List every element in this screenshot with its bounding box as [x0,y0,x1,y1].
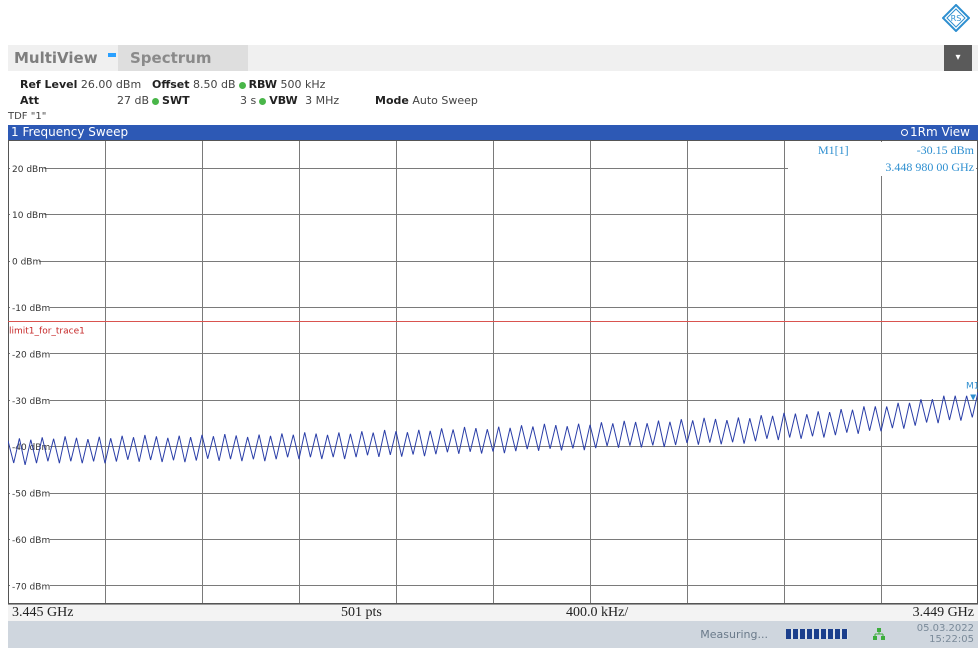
y-tick-label: -70 dBm [12,582,50,592]
stop-frequency: 3.449 GHz [912,605,974,620]
status-bar: Measuring... 05.03.2022 15:22:05 [8,621,978,648]
trace-1 [8,392,978,466]
y-tick-label: 20 dBm [12,165,47,175]
tdf-label: TDF "1" [8,111,47,122]
tab-multiview[interactable]: MultiView [14,49,98,67]
mode-setting[interactable]: Mode Auto Sweep [375,94,478,107]
ref-level-setting[interactable]: Ref Level 26.00 dBm [20,78,142,91]
marker-readout-bg [788,142,976,176]
swt-setting[interactable]: 3 s VBW 3 MHz [240,94,340,107]
y-tick-label-bg [10,393,50,406]
y-tick-label: -20 dBm [12,350,50,360]
y-tick-label: 10 dBm [12,211,47,221]
settings-panel: Ref Level 26.00 dBm Offset 8.50 dB RBW 50… [0,75,978,125]
y-tick-label-bg [10,301,50,314]
y-tick-label: -50 dBm [12,490,50,500]
marker-triangle-icon [970,394,977,401]
y-tick-label: -60 dBm [12,536,50,546]
y-tick-label: 0 dBm [12,258,41,268]
offset-setting[interactable]: Offset 8.50 dB RBW 500 kHz [152,78,326,91]
multiview-indicator-icon [108,53,116,57]
marker-frequency: 3.448 980 00 GHz [885,160,974,174]
time-label: 15:22:05 [929,634,974,645]
y-tick-label-bg [10,254,39,267]
sweep-progress-fill [786,629,848,639]
diagram-header[interactable]: 1 Frequency Sweep 1Rm View [8,125,978,140]
tab-bar: MultiView Spectrum ▾ [8,45,978,71]
status-dot-icon [238,81,246,89]
status-dot-icon [259,97,267,105]
att-setting[interactable]: Att [20,94,40,107]
marker-name: M1[1] [818,143,849,157]
view-dot-icon [901,129,909,136]
y-tick-label-bg [10,161,45,174]
marker-label: M1 [966,382,978,392]
limit-line-label: limit1_for_trace1 [9,327,85,337]
view-label: 1Rm View [901,125,970,140]
sweep-progress-bar [786,629,848,639]
tab-menu-button[interactable]: ▾ [944,45,972,71]
spectrum-svg: 20 dBm 10 dBm 0 dBm -10 dBm -20 dBm -30 dBm -4… [8,140,978,604]
spectrum-plot[interactable]: 20 dBm 10 dBm 0 dBm -10 dBm -20 dBm -30 dBm -4… [8,140,978,604]
svg-text:RS: RS [951,14,962,23]
start-frequency: 3.445 GHz [12,605,74,620]
rohde-schwarz-logo: RS [942,4,970,32]
marker-level: -30.15 dBm [917,143,975,157]
measuring-status: Measuring... [700,628,768,641]
diagram-title: 1 Frequency Sweep [11,125,129,139]
att-value: 27 dB SWT [117,94,190,107]
y-tick-label-bg [10,486,50,499]
y-tick-label-bg [10,579,50,592]
y-tick-label: -30 dBm [12,397,50,407]
y-tick-label-bg [10,347,50,360]
date-label: 05.03.2022 [916,623,974,634]
frequency-footer: 3.445 GHz 501 pts 400.0 kHz/ 3.449 GHz [8,604,978,621]
tab-spectrum[interactable]: Spectrum [118,45,248,71]
status-dot-icon [152,97,160,105]
sweep-points: 501 pts [341,605,382,620]
date-time: 05.03.2022 15:22:05 [917,623,974,645]
y-tick-label-bg [10,208,45,221]
y-tick-label: -10 dBm [12,304,50,314]
title-bar: RS [0,0,978,40]
y-tick-label-bg [10,533,50,546]
network-icon [873,628,885,640]
span-per-division: 400.0 kHz/ [566,605,629,620]
dropdown-icon: ▾ [955,52,961,63]
y-tick-label: -40 dBm [12,443,50,453]
